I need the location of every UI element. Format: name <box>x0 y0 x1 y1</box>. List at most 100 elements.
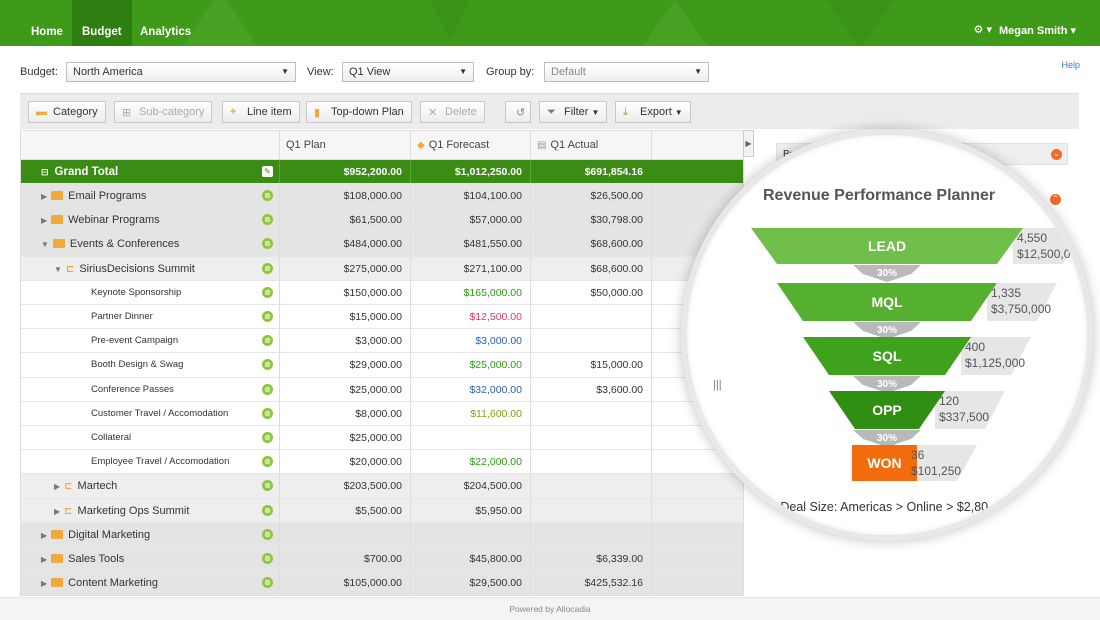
status-icon[interactable]: ⊗ <box>262 311 273 322</box>
view-select[interactable]: Q1 View ▼ <box>342 62 474 82</box>
cell-actual[interactable]: $691,854.16 <box>530 160 651 183</box>
collapse-caret-icon[interactable]: ▶ <box>41 555 48 564</box>
status-icon[interactable]: ⊗ <box>262 238 273 250</box>
cell-forecast[interactable]: $3,000.00 <box>410 329 530 353</box>
table-row[interactable]: ▶ Content Marketing ⊗ $105,000.00 $29,500.00… <box>21 571 743 595</box>
help-link[interactable]: Help <box>1061 60 1080 70</box>
collapse-caret-icon[interactable]: ▶ <box>54 482 61 492</box>
status-icon[interactable]: ⊗ <box>262 214 273 226</box>
cell-forecast[interactable]: $57,000.00 <box>410 208 530 232</box>
cell-actual[interactable]: $68,600.00 <box>530 232 651 256</box>
status-icon[interactable]: ⊗ <box>262 577 273 589</box>
cell-actual[interactable]: $6,339.00 <box>530 547 651 571</box>
cell-forecast[interactable]: $104,100.00 <box>410 184 530 208</box>
cell-actual[interactable] <box>530 450 651 474</box>
table-row[interactable]: ▶ ⊏ Martech ⊗ $203,500.00 $204,500.00 <box>21 474 743 499</box>
nav-analytics[interactable]: Analytics <box>140 26 192 38</box>
status-icon[interactable]: ⊗ <box>262 480 273 492</box>
table-row[interactable]: Partner Dinner ⊗ $15,000.00 $12,500.00 <box>21 305 743 330</box>
cell-forecast[interactable]: $45,800.00 <box>410 547 530 571</box>
cell-actual[interactable] <box>530 498 651 522</box>
table-row[interactable]: ▼ ⊏ SiriusDecisions Summit ⊗ $275,000.00 $271… <box>21 256 743 281</box>
cell-plan[interactable]: $150,000.00 <box>279 280 410 304</box>
cell-actual[interactable]: $50,000.00 <box>530 280 651 304</box>
table-row[interactable]: ▼ Events & Conferences ⊗ $484,000.00 $481,55… <box>21 232 743 257</box>
cell-forecast[interactable] <box>410 426 530 450</box>
table-row[interactable]: ▶ Digital Marketing ⊗ <box>21 522 743 547</box>
status-icon[interactable]: ⊗ <box>262 407 273 419</box>
cell-forecast[interactable]: $204,500.00 <box>410 474 530 498</box>
expand-caret-icon[interactable]: ▼ <box>54 264 62 274</box>
cell-plan[interactable]: $108,000.00 <box>279 184 410 208</box>
cell-plan[interactable]: $61,500.00 <box>279 208 410 232</box>
status-icon[interactable]: ⊗ <box>262 359 273 371</box>
table-row[interactable]: Customer Travel / Accomodation ⊗ $8,000.00… <box>21 401 743 426</box>
cell-actual[interactable]: $30,798.00 <box>530 208 651 232</box>
cell-plan[interactable]: $700.00 <box>279 547 410 571</box>
table-row[interactable]: ▶ Email Programs ⊗ $108,000.00 $104,100.00 $2… <box>21 184 743 209</box>
column-q1-plan[interactable]: Q1 Plan <box>279 131 410 160</box>
cell-forecast[interactable]: $1,012,250.00 <box>410 160 530 183</box>
cell-actual[interactable] <box>530 401 651 425</box>
table-row[interactable]: Collateral ⊗ $25,000.00 <box>21 426 743 451</box>
cell-plan[interactable]: $5,500.00 <box>279 498 410 522</box>
table-row[interactable]: Keynote Sponsorship ⊗ $150,000.00 $165,000.… <box>21 280 743 305</box>
cell-plan[interactable]: $203,500.00 <box>279 474 410 498</box>
cell-actual[interactable]: $3,600.00 <box>530 377 651 401</box>
collapse-caret-icon[interactable]: ▶ <box>54 506 61 516</box>
column-q1-forecast[interactable]: ◆ Q1 Forecast <box>410 131 530 160</box>
top-down-plan-button[interactable]: ▮ Top-down Plan <box>306 101 412 123</box>
cell-forecast[interactable]: $12,500.00 <box>410 305 530 329</box>
cell-actual[interactable]: $15,000.00 <box>530 353 651 377</box>
table-row[interactable]: ▶ ⊏ Marketing Ops Summit ⊗ $5,500.00 $5,950.0… <box>21 498 743 523</box>
cell-actual[interactable]: $26,500.00 <box>530 184 651 208</box>
table-row[interactable]: Conference Passes ⊗ $25,000.00 $32,000.00 $3… <box>21 377 743 402</box>
status-icon[interactable]: ⊗ <box>262 456 273 468</box>
collapse-caret-icon[interactable]: ▶ <box>41 579 48 589</box>
cell-plan[interactable]: $3,000.00 <box>279 329 410 353</box>
table-row[interactable]: Booth Design & Swag ⊗ $29,000.00 $25,000.00… <box>21 353 743 378</box>
cell-plan[interactable]: $484,000.00 <box>279 232 410 256</box>
cell-forecast[interactable]: $271,100.00 <box>410 256 530 280</box>
cell-forecast[interactable]: $481,550.00 <box>410 232 530 256</box>
cell-plan[interactable]: $20,000.00 <box>279 450 410 474</box>
cell-plan[interactable]: $29,000.00 <box>279 353 410 377</box>
collapse-caret-icon[interactable]: ▶ <box>41 530 48 540</box>
column-q1-actual[interactable]: ▤ Q1 Actual <box>530 131 651 160</box>
cell-plan[interactable]: $25,000.00 <box>279 426 410 450</box>
table-row[interactable]: Pre-event Campaign ⊗ $3,000.00 $3,000.00 <box>21 329 743 354</box>
status-icon[interactable]: ⊗ <box>262 286 273 298</box>
cell-actual[interactable] <box>530 474 651 498</box>
collapse-caret-icon[interactable]: ▶ <box>41 192 48 201</box>
status-icon[interactable]: ⊗ <box>262 335 273 347</box>
expand-icon[interactable]: ⌃ <box>1050 194 1061 205</box>
table-row[interactable]: Employee Travel / Accomodation ⊗ $20,000.0… <box>21 450 743 475</box>
grand-total-row[interactable]: ⊟ Grand Total ✎ $952,200.00 $1,012,250.00… <box>21 160 743 184</box>
cell-actual[interactable] <box>530 522 651 546</box>
cell-plan[interactable]: $105,000.00 <box>279 571 410 595</box>
cell-forecast[interactable]: $11,600.00 <box>410 401 530 425</box>
add-line-item-button[interactable]: + Line item <box>222 101 300 123</box>
user-menu[interactable]: Megan Smith ▾ <box>998 25 1076 37</box>
cell-forecast[interactable]: $22,000.00 <box>410 450 530 474</box>
cell-actual[interactable] <box>530 305 651 329</box>
delete-button[interactable]: ✕ Delete <box>420 101 485 123</box>
gear-icon[interactable]: ⚙ ▾ <box>973 24 992 36</box>
status-icon[interactable]: ⊗ <box>262 262 273 274</box>
cell-plan[interactable]: $952,200.00 <box>279 160 410 183</box>
group-by-select[interactable]: Default ▼ <box>544 62 709 82</box>
cell-plan[interactable]: $25,000.00 <box>279 377 410 401</box>
export-button[interactable]: ⤓ Export ▼ <box>615 101 691 123</box>
cell-plan[interactable] <box>279 522 410 546</box>
resize-grip-icon[interactable]: ||| <box>713 379 722 391</box>
collapse-icon[interactable]: ⊟ <box>41 167 49 177</box>
cell-plan[interactable]: $275,000.00 <box>279 256 410 280</box>
scroll-right-button[interactable]: ▶ <box>743 130 754 157</box>
nav-budget[interactable]: Budget <box>72 0 132 46</box>
edit-icon[interactable]: ✎ <box>262 166 273 177</box>
status-icon[interactable]: ⊗ <box>262 528 273 540</box>
cell-plan[interactable]: $15,000.00 <box>279 305 410 329</box>
collapse-caret-icon[interactable]: ▶ <box>41 216 48 226</box>
status-icon[interactable]: ⊗ <box>262 190 273 201</box>
collapse-icon[interactable]: ⌄ <box>1051 149 1062 160</box>
